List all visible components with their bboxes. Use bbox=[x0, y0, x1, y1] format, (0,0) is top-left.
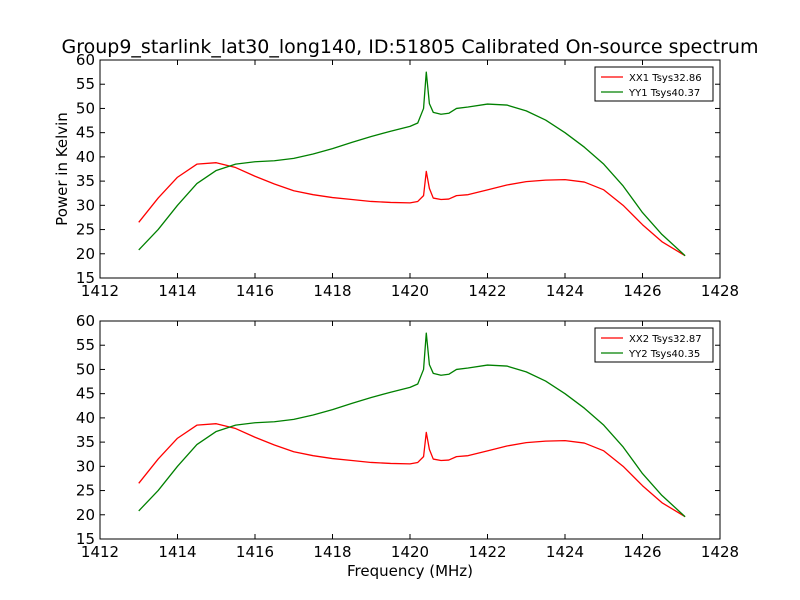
legend-box bbox=[594, 327, 714, 363]
y-tick-label: 40 bbox=[76, 148, 95, 166]
x-tick-label: 1422 bbox=[468, 282, 506, 300]
y-tick-label: 20 bbox=[76, 506, 95, 524]
x-tick-label: 1420 bbox=[391, 282, 429, 300]
subplot-1: 1412 1414 1416 1418 1420 1422 1424 1426 1428 15 20… bbox=[53, 51, 739, 300]
y-tick-label: 25 bbox=[76, 221, 95, 239]
y-tick-label: 35 bbox=[76, 172, 95, 190]
series-line-yy1 bbox=[138, 71, 686, 257]
x-tick-label: 1418 bbox=[313, 543, 351, 561]
x-tick-label: 1416 bbox=[236, 282, 274, 300]
x-tick-label: 1412 bbox=[81, 282, 119, 300]
subplot-2: 1412 1414 1416 1418 1420 1422 1424 1426 1428 15 20… bbox=[76, 312, 739, 561]
y-tick-label: 20 bbox=[76, 245, 95, 263]
legend-entry: XX1 Tsys32.86 bbox=[629, 73, 702, 84]
x-axis-label: Frequency (MHz) bbox=[347, 562, 473, 580]
y-tick-label: 55 bbox=[76, 75, 95, 93]
x-tick-label: 1412 bbox=[81, 543, 119, 561]
legend-box bbox=[594, 66, 714, 102]
x-tick-label: 1414 bbox=[158, 543, 196, 561]
series-line-yy2 bbox=[138, 332, 686, 518]
series-line-xx2 bbox=[138, 423, 686, 518]
y-tick-label: 60 bbox=[76, 312, 95, 330]
y-tick-label: 50 bbox=[76, 99, 95, 117]
y-tick-label: 45 bbox=[76, 385, 95, 403]
x-tick-label: 1416 bbox=[236, 543, 274, 561]
y-tick-label: 35 bbox=[76, 433, 95, 451]
y-tick-label: 40 bbox=[76, 409, 95, 427]
x-tick-label: 1422 bbox=[468, 543, 506, 561]
y-tick-label: 30 bbox=[76, 196, 95, 214]
x-tick-label: 1414 bbox=[158, 282, 196, 300]
series-line-xx1 bbox=[138, 162, 686, 257]
x-tick-label: 1418 bbox=[313, 282, 351, 300]
y-tick-label: 60 bbox=[76, 51, 95, 69]
y-axis-label: Power in Kelvin bbox=[53, 112, 71, 226]
legend-entry: YY1 Tsys40.37 bbox=[628, 88, 700, 99]
legend: XX2 Tsys32.87 YY2 Tsys40.35 bbox=[594, 327, 714, 363]
legend-entry: XX2 Tsys32.87 bbox=[629, 334, 702, 345]
y-tick-label: 50 bbox=[76, 360, 95, 378]
y-tick-label: 30 bbox=[76, 457, 95, 475]
x-tick-label: 1426 bbox=[623, 282, 661, 300]
x-tick-label: 1426 bbox=[623, 543, 661, 561]
x-tick-label: 1428 bbox=[701, 543, 739, 561]
y-tick-label: 25 bbox=[76, 482, 95, 500]
legend: XX1 Tsys32.86 YY1 Tsys40.37 bbox=[594, 66, 714, 102]
x-tick-label: 1424 bbox=[546, 543, 584, 561]
legend-entry: YY2 Tsys40.35 bbox=[628, 349, 700, 360]
y-tick-label: 15 bbox=[76, 269, 95, 287]
y-tick-label: 45 bbox=[76, 124, 95, 142]
y-tick-label: 15 bbox=[76, 530, 95, 548]
y-tick-label: 55 bbox=[76, 336, 95, 354]
x-tick-label: 1428 bbox=[701, 282, 739, 300]
x-tick-label: 1420 bbox=[391, 543, 429, 561]
chart-title: Group9_starlink_lat30_long140, ID:51805 … bbox=[62, 36, 759, 58]
x-tick-label: 1424 bbox=[546, 282, 584, 300]
